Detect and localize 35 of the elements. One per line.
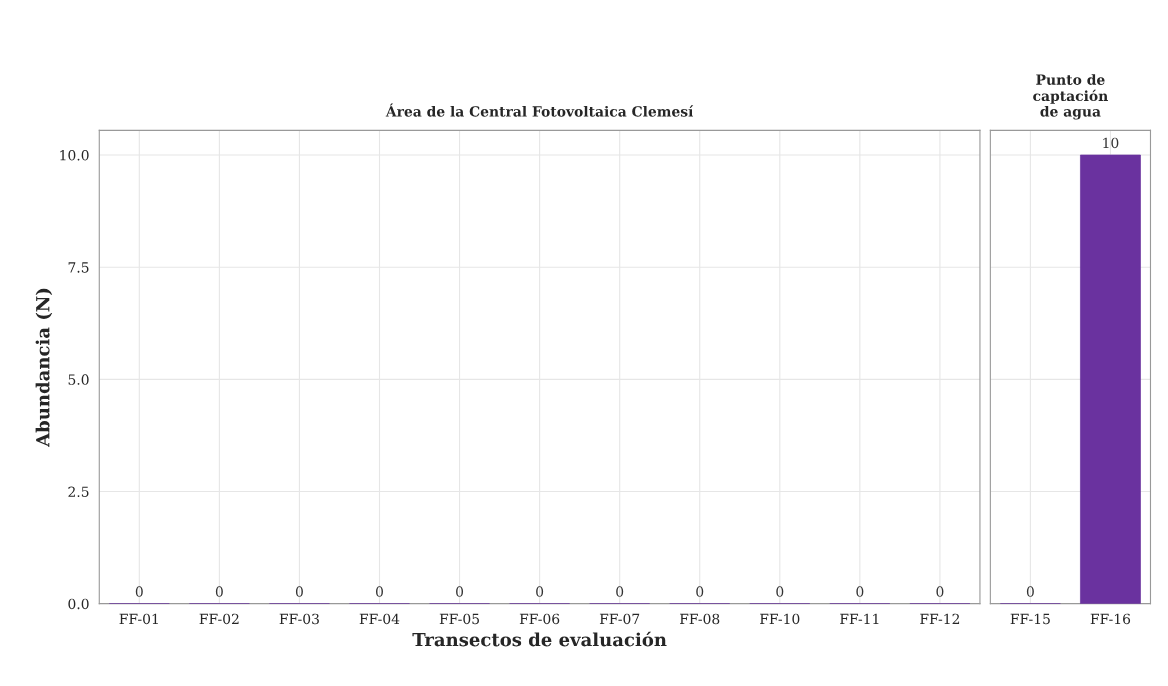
data-label: 0 bbox=[295, 586, 303, 597]
chart-title: Área de la Central Fotovoltaica Clemesí bbox=[385, 103, 694, 117]
x-tick-label: FF-01 bbox=[119, 613, 158, 625]
x-tick-label: FF-03 bbox=[279, 613, 319, 625]
y-axis-title: Abundancia (N) bbox=[35, 288, 53, 448]
x-tick-label: FF-15 bbox=[1010, 613, 1050, 625]
x-tick-label: FF-10 bbox=[760, 613, 800, 625]
data-label: 0 bbox=[135, 586, 143, 597]
x-axis-title: Transectos de evaluación bbox=[412, 631, 667, 647]
x-tick-label: FF-11 bbox=[840, 613, 879, 624]
data-label: 0 bbox=[456, 586, 464, 597]
data-label: 0 bbox=[536, 586, 544, 597]
data-label: 0 bbox=[696, 586, 704, 597]
y-tick-label: 7.5 bbox=[68, 262, 89, 273]
data-label: 0 bbox=[215, 586, 223, 597]
chart-title: Punto de captación de agua bbox=[1033, 74, 1108, 120]
data-label: 0 bbox=[936, 586, 944, 597]
data-label: 0 bbox=[375, 586, 383, 597]
data-label: 10 bbox=[1103, 137, 1119, 149]
data-label: 0 bbox=[776, 586, 784, 597]
x-tick-label: FF-04 bbox=[359, 613, 400, 625]
x-tick-label: FF-05 bbox=[439, 613, 479, 625]
y-tick-label: 2.5 bbox=[68, 486, 89, 497]
x-tick-label: FF-16 bbox=[1090, 613, 1131, 625]
x-tick-label: FF-08 bbox=[679, 613, 720, 625]
x-tick-label: FF-06 bbox=[519, 613, 560, 625]
x-tick-label: FF-12 bbox=[920, 613, 960, 624]
data-label: 0 bbox=[616, 586, 624, 597]
data-label: 0 bbox=[1026, 586, 1034, 597]
y-tick-label: 10.0 bbox=[60, 149, 89, 161]
y-tick-label: 0.0 bbox=[68, 598, 89, 610]
x-tick-label: FF-07 bbox=[599, 613, 640, 625]
x-tick-label: FF-02 bbox=[199, 613, 239, 625]
y-tick-label: 5.0 bbox=[68, 374, 89, 385]
data-label: 0 bbox=[856, 586, 864, 597]
